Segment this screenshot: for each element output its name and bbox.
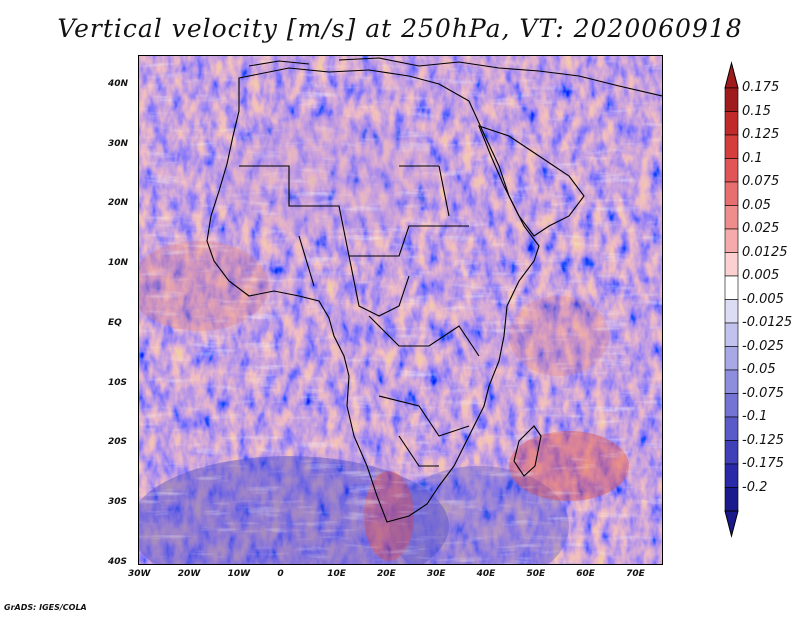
chart-title: Vertical velocity [m/s] at 250hPa, VT: 2… (57, 14, 743, 43)
lat-tick-label: 20N (108, 198, 129, 209)
colorbar-label: 0.0125 (742, 244, 788, 260)
colorbar-segment (724, 158, 739, 183)
colorbar-label: 0.075 (742, 174, 780, 189)
colorbar-segment (724, 322, 739, 347)
colorbar-segment (724, 134, 739, 159)
colorbar-label: -0.025 (742, 338, 784, 354)
colorbar-min-arrow (724, 510, 739, 538)
colorbar-label: -0.175 (742, 456, 784, 471)
colorbar-segment (724, 369, 739, 394)
vertical-velocity-field (139, 56, 662, 564)
lon-tick-label: 20E (377, 569, 396, 579)
colorbar-label: 0.175 (742, 80, 780, 95)
colorbar-segment (724, 87, 739, 112)
lon-tick-label: 70E (626, 569, 645, 579)
lon-tick-label: 50E (526, 569, 546, 579)
colorbar-label: -0.05 (742, 362, 776, 377)
colorbar (724, 61, 739, 538)
colorbar-segment (724, 205, 739, 230)
colorbar-label: -0.0125 (742, 315, 793, 330)
colorbar-segment (724, 487, 739, 512)
colorbar-label: 0.1 (742, 150, 763, 166)
colorbar-segment (724, 393, 739, 418)
colorbar-segment (724, 252, 739, 277)
colorbar-label: 0.125 (742, 127, 780, 142)
colorbar-segment (724, 299, 739, 324)
colorbar-label: 0.05 (742, 197, 771, 213)
colorbar-label: 0.005 (742, 268, 780, 283)
colorbar-label: 0.15 (742, 103, 771, 119)
lon-tick-label: 0 (277, 569, 284, 579)
colorbar-segment (724, 181, 739, 206)
lon-tick-label: 20W (177, 569, 201, 579)
footer-credit: GrADS: IGES/COLA (4, 603, 87, 612)
colorbar-label: -0.2 (742, 479, 768, 495)
colorbar-segment (724, 275, 739, 300)
lon-tick-label: 10W (227, 569, 251, 579)
lat-tick-label: 30N (108, 138, 129, 149)
colorbar-segment (724, 416, 739, 441)
lat-tick-label: 40S (108, 557, 128, 567)
lat-tick-label: 10S (108, 377, 128, 388)
coastlines (206, 57, 662, 523)
colorbar-segment (724, 440, 739, 465)
colorbar-label: -0.1 (742, 409, 768, 424)
colorbar-label: 0.025 (742, 221, 780, 236)
lat-tick-label: 30S (108, 497, 128, 508)
colorbar-segment (724, 228, 739, 253)
lat-tick-label: EQ (108, 317, 122, 328)
lon-tick-label: 30E (426, 569, 446, 579)
colorbar-label: -0.125 (742, 432, 784, 448)
colorbar-segment (724, 346, 739, 371)
lon-tick-label: 60E (576, 569, 595, 579)
lat-tick-label: 20S (108, 437, 128, 448)
lon-tick-label: 40E (476, 569, 496, 579)
colorbar-segment (724, 111, 739, 136)
lat-tick-label: 40N (108, 78, 129, 89)
colorbar-max-arrow (724, 61, 739, 89)
map-panel (138, 55, 663, 565)
colorbar-label: -0.005 (742, 291, 784, 307)
lon-tick-label: 30W (128, 569, 151, 579)
colorbar-label: -0.075 (742, 385, 784, 401)
lat-tick-label: 10N (108, 258, 129, 269)
lon-tick-label: 10E (327, 569, 346, 579)
colorbar-segment (724, 463, 739, 488)
